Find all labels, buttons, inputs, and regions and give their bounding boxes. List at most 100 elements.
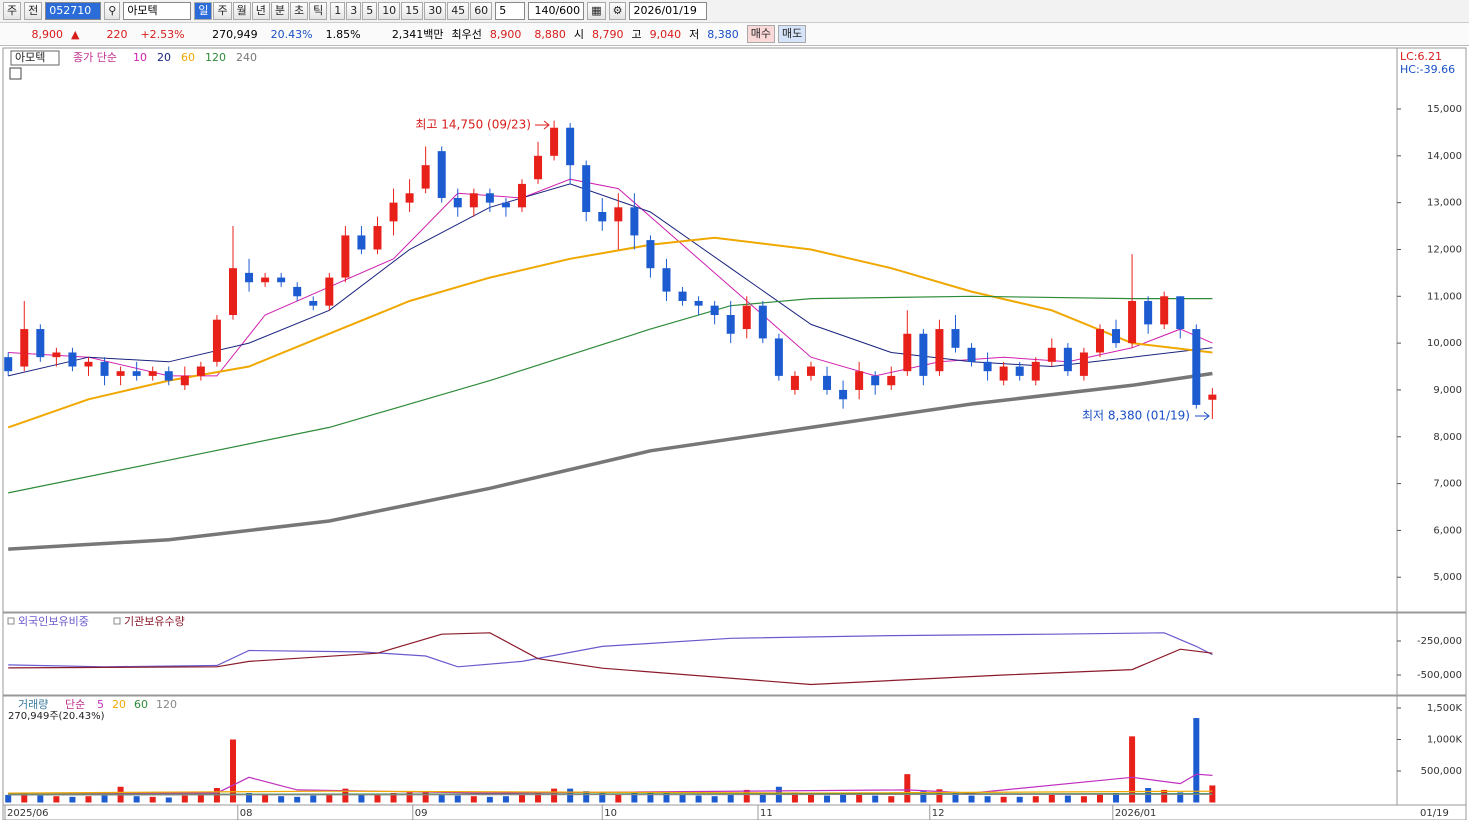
rate: +2.53% — [140, 27, 185, 41]
volume-bar — [711, 796, 718, 803]
volume-bar — [551, 788, 558, 803]
legend-entry: 60 — [134, 698, 148, 711]
num-button[interactable]: 1 — [330, 2, 346, 20]
volume-bar — [69, 796, 76, 803]
candle-body — [694, 300, 703, 306]
volume-bar — [502, 796, 509, 803]
volume-bar — [1016, 796, 1023, 803]
volume-bar — [631, 792, 638, 803]
volume-bar — [1096, 794, 1103, 803]
candle-body — [903, 333, 912, 372]
code-input[interactable]: 052710 — [45, 2, 102, 20]
volume-bar — [294, 796, 301, 803]
legend-entry: 외국인보유비중 — [18, 615, 89, 628]
candle-body — [1015, 366, 1024, 376]
candle-body — [1112, 329, 1121, 344]
volume-bar — [1193, 718, 1200, 803]
tool[interactable]: ▦ — [587, 2, 606, 20]
volume-bar — [374, 793, 381, 803]
volume-bar — [422, 791, 429, 803]
volume-bar — [888, 796, 895, 803]
volume-bar — [53, 796, 60, 803]
candle-body — [261, 277, 270, 283]
volume-bar — [599, 793, 606, 803]
legend-entry: 기관보유수량 — [124, 615, 185, 628]
num-button[interactable]: 10 — [378, 2, 401, 20]
hc-label: HC:-39.66 — [1400, 63, 1455, 76]
period-button[interactable]: 월 — [232, 2, 251, 20]
button[interactable]: 주 — [3, 2, 22, 20]
legend-entry: 240 — [236, 51, 257, 64]
legend-entry: 20 — [157, 51, 171, 64]
volume-bar — [856, 793, 863, 803]
button[interactable]: 전 — [24, 2, 43, 20]
volume-bar — [920, 791, 927, 803]
volume-bar — [1000, 796, 1007, 803]
period-button[interactable]: 틱 — [309, 2, 328, 20]
stock-name[interactable]: 아모텍 — [123, 2, 192, 20]
candle-body — [228, 268, 237, 316]
candle-body — [437, 151, 446, 198]
candle-body — [485, 193, 494, 203]
tool[interactable]: ⚙ — [608, 2, 627, 20]
volume-bar — [454, 795, 461, 803]
period-button[interactable]: 일 — [194, 2, 213, 20]
search[interactable]: ⚲ — [104, 2, 121, 20]
count[interactable]: 140/600 — [528, 2, 585, 20]
legend-entry: 120 — [156, 698, 177, 711]
legend-label: 종가 단순 — [73, 51, 117, 64]
candle-body — [1128, 300, 1137, 344]
candle-body — [582, 165, 591, 213]
candle-body — [534, 155, 543, 180]
y-tick-label: 500,000 — [1421, 766, 1462, 777]
date[interactable]: 2026/01/19 — [629, 2, 708, 20]
num-button[interactable]: 3 — [346, 2, 362, 20]
label: 저 — [689, 28, 700, 41]
candle-body — [180, 375, 189, 386]
volume-bar — [406, 792, 413, 803]
candle-body — [164, 371, 173, 381]
candle-body — [469, 193, 478, 208]
period-button[interactable]: 분 — [270, 2, 289, 20]
y-tick-label: 7,000 — [1433, 479, 1462, 490]
candle-body — [967, 347, 976, 362]
x-tick-label: 10 — [604, 808, 617, 819]
buy-button[interactable]: 매수 — [746, 25, 776, 43]
volume-bar — [37, 795, 44, 803]
volume-bar — [1064, 795, 1071, 803]
change: 220 — [106, 27, 128, 41]
sell-button[interactable]: 매도 — [778, 25, 807, 43]
line — [8, 790, 1213, 794]
candle-body — [36, 329, 45, 358]
candle-body — [1079, 352, 1088, 376]
candle-body — [212, 319, 221, 362]
candle-body — [806, 366, 815, 376]
candle-body — [726, 315, 735, 334]
line — [8, 183, 1213, 377]
candle-body — [116, 371, 125, 376]
candle-body — [839, 389, 848, 400]
candle-body — [678, 291, 687, 301]
candle-body — [1095, 329, 1104, 353]
period-button[interactable]: 주 — [213, 2, 232, 20]
line — [8, 371, 1213, 551]
unit[interactable]: 5 — [495, 2, 526, 20]
volume-bar — [647, 791, 654, 803]
num-button[interactable]: 5 — [362, 2, 378, 20]
line — [8, 295, 1213, 494]
period-button[interactable]: 초 — [289, 2, 309, 20]
line — [8, 793, 1213, 795]
y-tick-label: -500,000 — [1417, 670, 1462, 681]
legend-label: 단순 — [65, 698, 85, 711]
num-button[interactable]: 15 — [401, 2, 424, 20]
grid-icon — [9, 67, 22, 80]
num-button[interactable]: 45 — [447, 2, 470, 20]
title-box — [10, 50, 60, 66]
num-button[interactable]: 60 — [470, 2, 493, 20]
volume-bar — [824, 795, 831, 803]
volume-bar — [165, 797, 172, 803]
num-button[interactable]: 30 — [424, 2, 447, 20]
candle-body — [20, 329, 29, 367]
period-button[interactable]: 년 — [251, 2, 270, 20]
volume-bar — [535, 791, 542, 803]
